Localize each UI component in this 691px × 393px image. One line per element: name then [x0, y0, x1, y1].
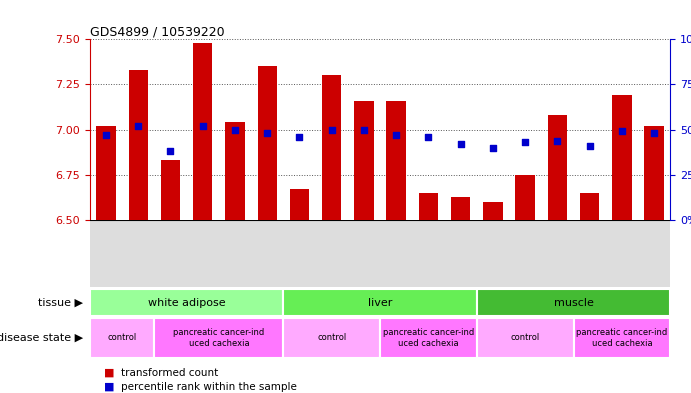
- Bar: [380, 318, 477, 358]
- Bar: [283, 318, 380, 358]
- Bar: [451, 196, 471, 220]
- Bar: [419, 193, 438, 220]
- Bar: [129, 70, 148, 220]
- Bar: [574, 318, 670, 358]
- Text: control: control: [108, 334, 137, 342]
- Point: [165, 148, 176, 154]
- Point: [584, 143, 595, 149]
- Bar: [477, 318, 574, 358]
- Text: pancreatic cancer-ind
uced cachexia: pancreatic cancer-ind uced cachexia: [576, 328, 668, 348]
- Bar: [548, 115, 567, 220]
- Text: pancreatic cancer-ind
uced cachexia: pancreatic cancer-ind uced cachexia: [383, 328, 474, 348]
- Bar: [515, 175, 535, 220]
- Point: [197, 123, 208, 129]
- Bar: [96, 126, 115, 220]
- Bar: [612, 95, 632, 220]
- Bar: [322, 75, 341, 220]
- Point: [520, 139, 531, 145]
- Text: control: control: [317, 334, 346, 342]
- Point: [262, 130, 273, 136]
- Point: [423, 134, 434, 140]
- Text: control: control: [511, 334, 540, 342]
- Point: [326, 127, 337, 133]
- Point: [455, 141, 466, 147]
- Bar: [354, 101, 374, 220]
- Bar: [645, 126, 664, 220]
- Text: white adipose: white adipose: [148, 298, 225, 308]
- Point: [229, 127, 240, 133]
- Text: transformed count: transformed count: [121, 367, 218, 378]
- Bar: [258, 66, 277, 220]
- Text: ■: ■: [104, 367, 114, 378]
- Point: [390, 132, 401, 138]
- Point: [649, 130, 660, 136]
- Bar: [90, 318, 154, 358]
- Text: ■: ■: [104, 382, 114, 392]
- Point: [487, 145, 498, 151]
- Text: tissue ▶: tissue ▶: [38, 298, 83, 308]
- Text: GDS4899 / 10539220: GDS4899 / 10539220: [90, 25, 225, 38]
- Bar: [161, 160, 180, 220]
- Point: [616, 129, 627, 135]
- Text: pancreatic cancer-ind
uced cachexia: pancreatic cancer-ind uced cachexia: [173, 328, 265, 348]
- Bar: [290, 189, 309, 220]
- Bar: [386, 101, 406, 220]
- Bar: [225, 123, 245, 220]
- Text: liver: liver: [368, 298, 392, 308]
- Text: disease state ▶: disease state ▶: [0, 333, 83, 343]
- Point: [294, 134, 305, 140]
- Bar: [483, 202, 502, 220]
- Point: [552, 138, 563, 144]
- Bar: [477, 289, 670, 316]
- Point: [133, 123, 144, 129]
- Bar: [283, 289, 477, 316]
- Bar: [193, 43, 212, 220]
- Point: [359, 127, 370, 133]
- Bar: [154, 318, 283, 358]
- Point: [100, 132, 111, 138]
- Text: percentile rank within the sample: percentile rank within the sample: [121, 382, 297, 392]
- Text: muscle: muscle: [553, 298, 594, 308]
- Bar: [580, 193, 599, 220]
- Bar: [90, 289, 283, 316]
